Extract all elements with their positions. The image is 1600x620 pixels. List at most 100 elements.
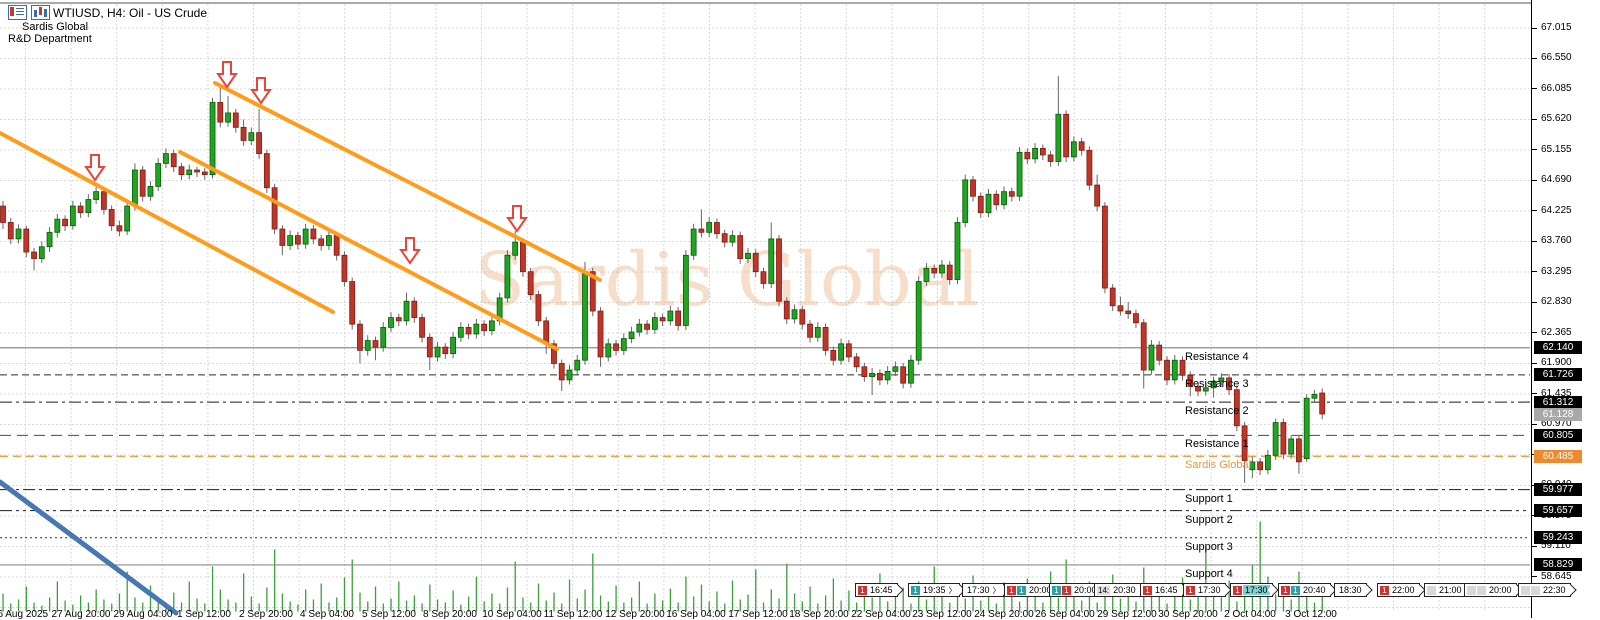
event-tag[interactable]: 21:00 [1424, 583, 1467, 597]
volume-bar [25, 586, 27, 612]
candle-body [23, 228, 30, 253]
event-tag[interactable]: 22:30 [1518, 583, 1571, 597]
candle-body [752, 252, 759, 273]
resistance-3-label: Resistance 3 [1185, 377, 1249, 390]
candle-body [310, 228, 317, 240]
resistance-3-price-box: 61.726 [1534, 368, 1582, 382]
volume-bar [305, 589, 307, 612]
candle-body [690, 228, 697, 256]
volume-bar [499, 603, 501, 612]
descending-channel-upper-left[interactable] [0, 131, 335, 314]
candle-body [302, 228, 309, 245]
price-tick-label: 62.365 [1541, 326, 1572, 338]
blue-trend-line[interactable] [0, 479, 179, 616]
volume-bar [840, 600, 842, 612]
quotes-table-icon[interactable] [8, 5, 27, 20]
candle-body [256, 132, 262, 155]
candle-body [1117, 305, 1124, 312]
candle-body [1218, 377, 1225, 382]
event-time: 17:30 [1198, 585, 1221, 595]
candle-body [1257, 461, 1264, 471]
price-tick [1532, 332, 1537, 334]
candle-body [1249, 461, 1256, 471]
volume-bar [902, 587, 904, 612]
volume-bar [599, 595, 602, 612]
event-time: 17:30 [1243, 585, 1270, 595]
event-flag-icon: 1 [1062, 585, 1071, 595]
volume-bar [568, 579, 571, 612]
candle-body [946, 264, 953, 280]
sell-signal-arrow-icon[interactable] [84, 154, 106, 182]
event-tag[interactable]: 1 1 20:40 [1278, 583, 1331, 597]
volume-bar [320, 583, 322, 612]
candle-body [488, 320, 495, 332]
event-time: 20:00 [1489, 585, 1512, 595]
volume-bar [514, 561, 516, 612]
event-tag[interactable]: 1 17:30 [1230, 583, 1273, 597]
price-tick-label: 61.900 [1541, 357, 1572, 369]
event-tag[interactable]: 1 19:35 〉 [908, 583, 960, 597]
candle-body [512, 241, 519, 256]
event-tag[interactable]: 18:30 [1334, 583, 1367, 597]
volume-bar [33, 602, 35, 612]
sell-signal-arrow-icon[interactable] [506, 205, 528, 233]
candle-body [1016, 151, 1023, 197]
candle-body [613, 343, 619, 351]
event-tag[interactable]: 1 16:45 [1140, 583, 1183, 597]
descending-channel-upper[interactable] [213, 81, 602, 282]
candle-body [527, 271, 534, 296]
candle-body [1148, 344, 1155, 371]
volume-bar [266, 587, 268, 612]
candle-body [473, 323, 480, 335]
candle-body [1063, 113, 1070, 158]
candle-body [1008, 191, 1015, 197]
department-label: R&D Department [8, 33, 92, 45]
candle-body [520, 241, 526, 273]
candle-body [558, 363, 565, 381]
volume-bar [359, 592, 361, 612]
candle-body [457, 327, 464, 338]
sell-signal-arrow-icon[interactable] [250, 77, 272, 105]
price-tick-label: 58.645 [1541, 570, 1572, 582]
sell-signal-arrow-icon[interactable] [399, 237, 421, 265]
event-tag[interactable]: 1 16:45 [855, 583, 898, 597]
candle-body [931, 267, 938, 274]
time-axis-label: 27 Aug 20:00 [51, 609, 111, 620]
volume-bar [374, 586, 377, 612]
resistance-4-label: Resistance 4 [1185, 350, 1249, 363]
event-time: 20:30 [1113, 585, 1136, 595]
candle-body [341, 254, 348, 282]
candle-body [799, 309, 806, 325]
sell-signal-arrow-icon[interactable] [216, 61, 238, 89]
candle-body [1171, 359, 1178, 381]
volume-bar [1135, 601, 1137, 612]
candle-body [682, 254, 689, 326]
event-time: 22:30 [1543, 585, 1566, 595]
candle-body [364, 340, 371, 351]
price-tick [1532, 210, 1537, 212]
event-tag[interactable]: 1 1 20:00 [1049, 583, 1102, 597]
event-tag[interactable]: 20:00 [1464, 583, 1517, 597]
candle-body [1319, 392, 1326, 415]
volume-bar [142, 602, 144, 612]
time-axis-label: 24 Sep 20:00 [974, 609, 1034, 620]
event-tag[interactable]: 14: 20:30 [1094, 583, 1141, 597]
candle-body [628, 331, 635, 339]
descending-channel-lower[interactable] [178, 150, 559, 351]
price-axis[interactable]: 67.015 66.550 66.085 65.620 65.155 64.690 64.2… [1531, 0, 1600, 618]
support-2-label: Support 2 [1185, 513, 1233, 526]
event-tag[interactable]: 1 22:00 [1377, 583, 1420, 597]
candle-body [194, 169, 200, 173]
candle-body [240, 126, 247, 141]
volume-bar [956, 585, 959, 612]
volume-bar [1189, 599, 1191, 612]
event-tag[interactable]: 1 17:30 [1183, 583, 1226, 597]
candle-body [985, 193, 992, 214]
sardis-global-line-price-box: 60.485 [1534, 449, 1582, 463]
event-tag[interactable]: 17:30 〉 [962, 583, 1004, 597]
volume-bar [312, 599, 315, 612]
event-tag[interactable]: 1 1 20:00 [1004, 583, 1057, 597]
chart-icon[interactable] [31, 5, 50, 20]
time-axis-label: 10 Sep 04:00 [482, 609, 542, 620]
